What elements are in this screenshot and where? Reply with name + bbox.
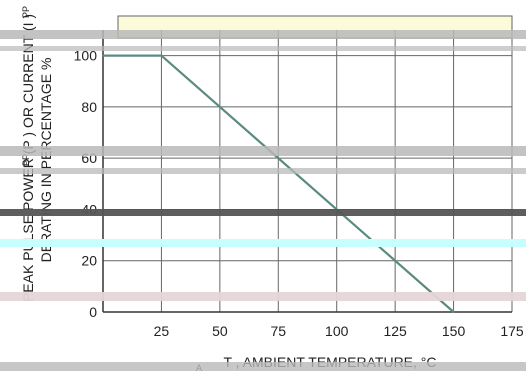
curve-point-0	[102, 54, 104, 57]
scan-artifact-band-5	[0, 209, 526, 216]
y-axis-title-inner: DERATING IN PERCENTAGE %	[38, 58, 54, 263]
x-tick-label-75: 75	[270, 323, 286, 339]
y-tick-label-0: 0	[89, 304, 97, 320]
scan-artifact-band-8	[0, 362, 526, 371]
y-axis-title-subscript-2: PP	[21, 6, 31, 18]
y-tick-label-100: 100	[74, 48, 98, 64]
x-tick-label-175: 175	[500, 323, 524, 339]
x-tick-label-100: 100	[325, 323, 349, 339]
scan-artifact-layer	[0, 30, 526, 371]
scan-artifact-band-3	[0, 146, 526, 156]
x-tick-label-150: 150	[442, 323, 466, 339]
curve-point-150	[452, 311, 455, 313]
scan-artifact-band-6	[0, 239, 526, 247]
y-tick-label-20: 20	[81, 253, 97, 269]
y-axis-title-outer: PEAK PULSE POWER (P ) OR CURRENT (I )	[20, 14, 36, 302]
scan-artifact-band-4	[0, 168, 526, 174]
curve-point-25	[160, 54, 163, 57]
x-tick-label-125: 125	[383, 323, 407, 339]
scan-artifact-band-2	[0, 46, 526, 51]
tick-label-layer: 255075100125150175020406080100	[74, 48, 524, 339]
y-tick-label-80: 80	[81, 99, 97, 115]
scan-artifact-band-7	[0, 292, 526, 301]
series-layer	[102, 54, 455, 313]
scan-artifact-band-1	[0, 30, 526, 39]
x-tick-label-25: 25	[154, 323, 170, 339]
y-axis-title-subscript-1: PP	[21, 154, 31, 166]
x-tick-label-50: 50	[212, 323, 228, 339]
